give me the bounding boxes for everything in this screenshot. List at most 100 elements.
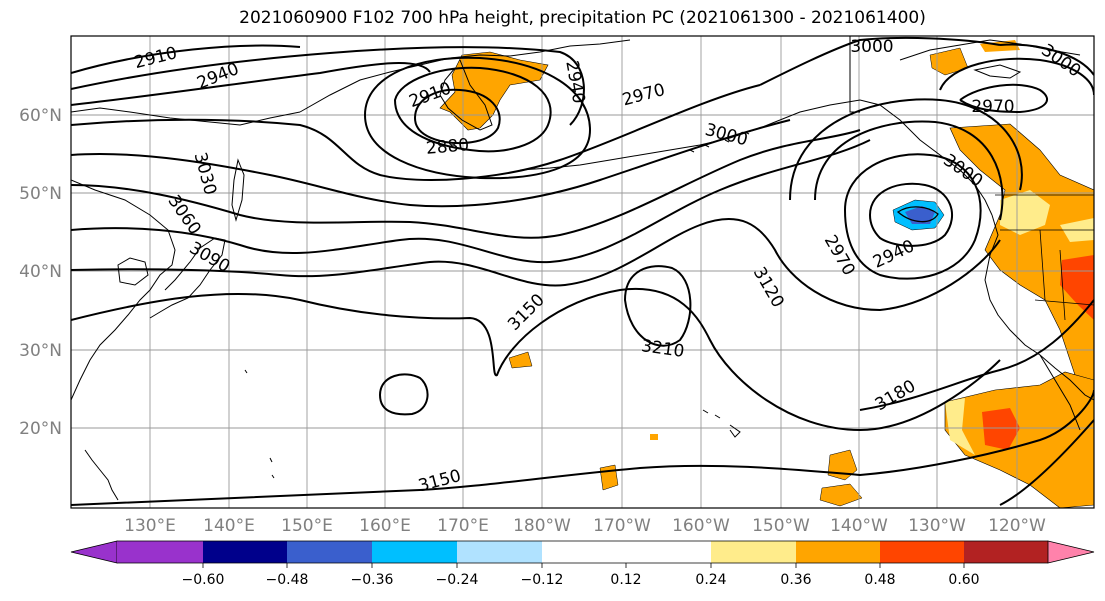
contour-label: 2910 (132, 43, 179, 73)
colorbar-tick-label: 0.60 (948, 572, 979, 588)
contour-3000-main (71, 84, 761, 181)
colorbar-outline (117, 540, 1048, 564)
colorbar-segment (880, 541, 964, 563)
coast-islands-aleut (689, 131, 750, 153)
contour-label-group: 2910 2940 2910 2880 2940 2970 3000 3000 … (132, 37, 1084, 496)
colorbar-segment (796, 541, 880, 563)
contour-alaska-low-3000 (814, 120, 1004, 221)
contour-3000-east (939, 57, 1094, 96)
longitude-label: 120°W (988, 516, 1046, 536)
colorbar-right-arrow (1047, 540, 1095, 564)
coast-ryukyu (84, 449, 119, 501)
contour-3120 (71, 218, 1001, 312)
contour-3090 (71, 139, 871, 264)
graticule (71, 36, 1094, 508)
coast-korea (117, 257, 149, 286)
precip-patch-8 (650, 434, 658, 440)
coast-hudson (973, 64, 1022, 79)
contour-3060-north (999, 43, 1094, 76)
contour-label: 2880 (425, 135, 470, 159)
colorbar-tick-label: 0.36 (780, 572, 811, 588)
longitude-label: 140°E (203, 516, 255, 536)
colorbar: −0.60 −0.48 −0.36 −0.24 −0.12 0.12 0.24 … (70, 540, 1095, 588)
contour-label: 2940 (561, 59, 588, 105)
longitude-label: 170°W (593, 516, 651, 536)
coast-japan (149, 237, 226, 319)
colorbar-segment (964, 541, 1048, 563)
map-panel: 2910 2940 2910 2880 2940 2970 3000 3000 … (71, 36, 1094, 508)
coast-kamchatka (439, 59, 493, 131)
coast-siberia-north (299, 39, 631, 113)
contour-2970-east (959, 83, 1048, 114)
contour-alaska-low-3030 (789, 98, 1023, 201)
contour-label: 2970 (820, 232, 859, 279)
colorbar-segment (372, 541, 457, 563)
colorbar-tick-label: 0.24 (695, 572, 726, 588)
colorbar-segment (711, 541, 796, 563)
latitude-label: 20°N (19, 419, 62, 439)
colorbar-tick-label: 0.12 (610, 572, 641, 588)
coast-hawaii (702, 409, 741, 438)
latitude-label: 60°N (19, 106, 62, 126)
map-title: 2021060900 F102 700 hPa height, precipit… (239, 8, 926, 28)
contour-label: 3030 (190, 150, 221, 197)
coast-pacific-isles (244, 369, 275, 479)
contour-label: 3000 (850, 37, 893, 57)
precip-area-kamchatka (439, 51, 549, 131)
contour-3000-north (759, 36, 1001, 86)
precip-patch-3 (599, 464, 619, 491)
colorbar-segment (626, 541, 711, 563)
borders-na (995, 194, 1094, 321)
contour-east-mex (999, 419, 1094, 506)
contour-low-2910 (393, 66, 552, 153)
contour-alaska-low-2940 (868, 182, 954, 247)
colorbar-tick-label: −0.12 (521, 572, 564, 588)
contour-2940 (71, 46, 585, 126)
precip-area-mexico (944, 371, 1094, 508)
colorbar-segment (203, 541, 287, 563)
coast-north-america (984, 214, 1094, 401)
colorbar-segment (542, 541, 626, 563)
contour-3060 (71, 129, 861, 239)
precip-light-mexico (945, 398, 975, 455)
height-contours (71, 36, 1094, 506)
contour-alaska-low-2970 (843, 153, 982, 280)
colorbar-segment (287, 541, 372, 563)
contour-label: 2970 (620, 80, 667, 111)
latitude-label: 30°N (19, 341, 62, 361)
latitude-axis: 60°N 50°N 40°N 30°N 20°N (19, 106, 62, 439)
longitude-label: 170°E (437, 516, 489, 536)
precip-patch-5 (929, 47, 969, 76)
precip-light-west-coast (1000, 190, 1050, 235)
longitude-label: 130°W (908, 516, 966, 536)
contour-2970-west (71, 62, 431, 106)
precip-patch-2 (819, 483, 863, 507)
longitude-label: 150°W (752, 516, 810, 536)
longitude-label: 160°E (359, 516, 411, 536)
contour-3180 (859, 299, 1094, 411)
contour-label: 2970 (971, 97, 1014, 117)
map-frame (70, 35, 1095, 509)
longitude-label: 130°E (124, 516, 176, 536)
contour-3210 (623, 265, 692, 347)
colorbar-tick-label: −0.60 (182, 572, 225, 588)
colorbar-tick-label: −0.48 (266, 572, 309, 588)
contour-inner-low (896, 206, 939, 223)
longitude-label: 180°W (513, 516, 571, 536)
longitude-label: 140°W (830, 516, 888, 536)
colorbar-tick-label: −0.24 (436, 572, 479, 588)
precip-patch-4 (508, 351, 533, 369)
precip-core-mexico (982, 408, 1020, 450)
contour-low-2880 (413, 88, 501, 145)
contour-3150 (71, 287, 1001, 432)
contour-label: 2940 (870, 236, 918, 272)
contour-label: 3000 (1037, 40, 1084, 81)
colorbar-segment (457, 541, 542, 563)
colorbar-tick-label: −0.36 (351, 572, 394, 588)
colorbar-segment (117, 541, 203, 563)
contour-label: 3180 (872, 376, 919, 415)
coast-asia (71, 179, 176, 401)
longitude-label: 160°W (672, 516, 730, 536)
coast-sakhalin (231, 158, 245, 222)
